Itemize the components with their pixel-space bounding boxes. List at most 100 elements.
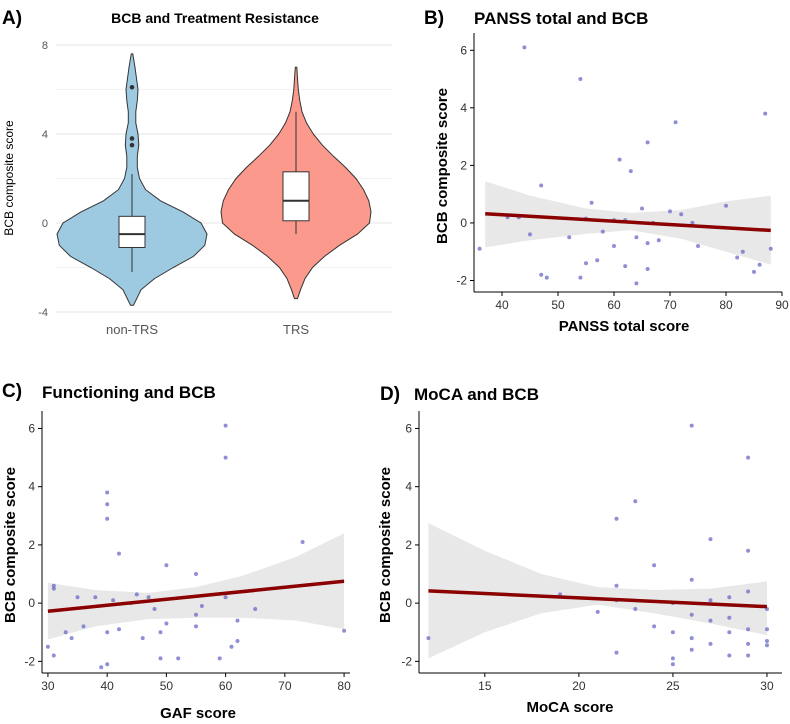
x-tick-label: 30	[41, 679, 55, 693]
data-point	[640, 206, 644, 211]
data-point	[105, 630, 110, 635]
data-point	[633, 607, 638, 611]
y-tick-label: -2	[401, 654, 412, 668]
data-point	[746, 548, 751, 553]
x-tick-label: 50	[160, 679, 174, 693]
data-point	[689, 423, 694, 428]
data-point	[708, 641, 713, 646]
x-tick-label: 70	[278, 679, 292, 693]
data-point	[763, 111, 768, 116]
x-tick-label: 40	[495, 298, 509, 312]
regression-line	[47, 579, 345, 614]
data-point	[117, 627, 121, 632]
data-point	[194, 624, 198, 629]
regression-line	[428, 589, 768, 609]
data-point	[176, 656, 181, 661]
data-point	[656, 238, 661, 243]
data-point	[614, 516, 619, 521]
data-point	[51, 586, 56, 591]
data-point	[724, 203, 728, 208]
panel-a-category-label: non-TRS	[106, 322, 158, 337]
outlier-point	[129, 136, 135, 141]
data-point	[765, 627, 769, 632]
data-point	[708, 537, 713, 542]
data-point	[690, 220, 695, 225]
y-tick-label: 8	[42, 40, 48, 52]
data-point	[746, 627, 751, 632]
panel-d-plot: -2 0 2 4 6 15 20 25 30	[401, 411, 782, 693]
data-point	[134, 592, 139, 597]
x-tick-label: 80	[719, 298, 733, 312]
data-point	[300, 540, 305, 544]
panel-c-x-label: GAF score	[160, 705, 236, 722]
data-point	[152, 607, 157, 611]
data-point	[645, 241, 650, 246]
data-point	[673, 120, 678, 125]
data-point	[111, 598, 116, 603]
data-point	[253, 607, 258, 611]
y-tick-label: 0	[460, 216, 467, 230]
data-point	[645, 140, 650, 145]
y-tick-label: 0	[28, 596, 35, 610]
data-point	[645, 267, 650, 271]
data-point	[81, 624, 86, 629]
data-point	[146, 595, 151, 600]
y-tick-label: 6	[460, 43, 467, 57]
data-point	[727, 615, 732, 620]
regression-line	[485, 211, 771, 233]
data-point	[105, 490, 110, 495]
y-tick-label: 6	[405, 421, 412, 435]
x-tick-label: 90	[775, 298, 789, 312]
data-point	[539, 183, 544, 188]
box-iqr	[282, 171, 310, 222]
data-point	[105, 516, 110, 521]
data-point	[117, 551, 121, 556]
data-point	[595, 258, 600, 263]
y-tick-label: 2	[28, 538, 35, 552]
y-tick-label: -2	[456, 273, 467, 287]
panel-d-label: D)	[380, 384, 400, 405]
data-point	[696, 244, 700, 248]
data-point	[51, 583, 56, 588]
data-point	[539, 272, 544, 277]
data-point	[235, 639, 240, 643]
panel-a-marks	[56, 53, 372, 306]
data-point	[93, 595, 98, 600]
data-point	[99, 665, 104, 670]
y-tick-label: 6	[28, 421, 35, 435]
panel-d-title: MoCA and BCB	[414, 385, 539, 404]
panel-b-x-label: PANSS total score	[559, 318, 690, 335]
data-point	[746, 641, 751, 646]
panel-b-plot: -2 0 2 4 6 40 50 60 70 80 90	[456, 33, 789, 312]
data-point	[595, 609, 600, 614]
x-tick-label: 60	[607, 298, 621, 312]
panel-a-category-label: TRS	[283, 322, 309, 337]
data-point	[158, 656, 163, 661]
panel-b-scatter: B) PANSS total and BCB -2 0 2 4 6 40 50 60 70 80 9…	[424, 8, 789, 335]
x-tick-label: 15	[478, 679, 492, 693]
data-point	[45, 644, 50, 649]
data-point	[617, 157, 622, 162]
data-point	[670, 662, 675, 667]
data-point	[528, 232, 532, 237]
y-tick-label: 4	[460, 101, 467, 115]
data-point	[164, 621, 169, 626]
data-point	[628, 169, 633, 174]
y-tick-label: 0	[405, 596, 412, 610]
data-point	[679, 212, 684, 217]
confidence-band	[47, 533, 345, 640]
x-tick-label: 25	[666, 679, 680, 693]
panel-a-y-ticks: -4 0 4 8	[38, 40, 48, 319]
panel-a-y-label: BCB composite score	[2, 120, 16, 236]
y-tick-label: 4	[42, 129, 48, 141]
data-point	[522, 45, 527, 50]
data-point	[235, 618, 240, 623]
data-point	[223, 455, 228, 460]
data-point	[735, 255, 740, 260]
data-point	[670, 656, 675, 661]
data-point	[689, 612, 694, 617]
data-point	[426, 636, 431, 641]
data-point	[633, 499, 638, 504]
x-tick-label: 80	[337, 679, 351, 693]
box-iqr	[118, 215, 146, 248]
